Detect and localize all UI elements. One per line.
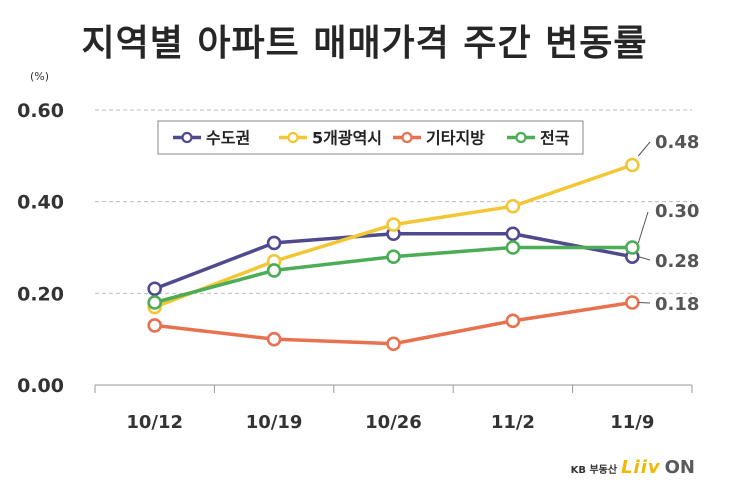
chart-title: 지역별 아파트 매매가격 주간 변동률 <box>81 23 648 64</box>
data-point <box>624 295 640 310</box>
brand-kb-text: KB 부동산 <box>570 465 618 476</box>
brand-logo: KB 부동산 Liiv ON <box>571 457 695 478</box>
data-point <box>386 217 401 232</box>
data-point <box>386 249 401 264</box>
data-point <box>266 235 282 251</box>
y-tick-label: 0.40 <box>17 192 64 214</box>
data-point <box>266 331 282 347</box>
legend-swatch-marker <box>401 131 413 144</box>
x-tick-label: 11/2 <box>491 412 535 433</box>
legend-label: 5개광역시 <box>312 129 382 148</box>
end-value-label: 0.30 <box>655 201 699 222</box>
end-label-leader <box>637 141 651 157</box>
data-point <box>505 198 521 214</box>
data-point <box>147 281 162 297</box>
legend-label: 수도권 <box>206 129 250 148</box>
end-label-leader <box>638 256 651 261</box>
end-value-label: 0.28 <box>655 251 699 272</box>
x-tick-label: 10/26 <box>365 412 422 433</box>
legend-swatch-marker <box>287 131 299 144</box>
data-point <box>624 157 640 173</box>
data-point <box>266 263 282 278</box>
x-tick-label: 10/19 <box>246 412 303 433</box>
legend-swatch-marker <box>515 131 527 144</box>
y-unit-label: (%) <box>30 70 49 83</box>
legend-label: 전국 <box>540 129 570 148</box>
data-point <box>505 240 521 255</box>
data-point <box>505 226 521 242</box>
end-label-leader <box>637 211 649 244</box>
x-tick-label: 11/9 <box>610 412 654 433</box>
data-point <box>147 295 162 310</box>
end-value-label: 0.48 <box>655 132 699 153</box>
y-tick-label: 0.20 <box>17 283 64 305</box>
end-value-label: 0.18 <box>655 294 699 315</box>
data-point <box>505 313 521 329</box>
data-point <box>147 318 162 333</box>
data-point <box>624 240 640 255</box>
y-tick-label: 0.60 <box>17 100 64 122</box>
legend-label: 기타지방 <box>426 129 485 148</box>
data-point <box>386 336 401 352</box>
y-tick-label: 0.00 <box>17 375 64 397</box>
brand-on-text: ON <box>664 457 695 478</box>
x-tick-label: 10/12 <box>126 412 183 433</box>
brand-liiv-text: Liiv <box>621 457 661 478</box>
end-label-leader <box>638 302 651 304</box>
legend-swatch-marker <box>181 131 193 144</box>
